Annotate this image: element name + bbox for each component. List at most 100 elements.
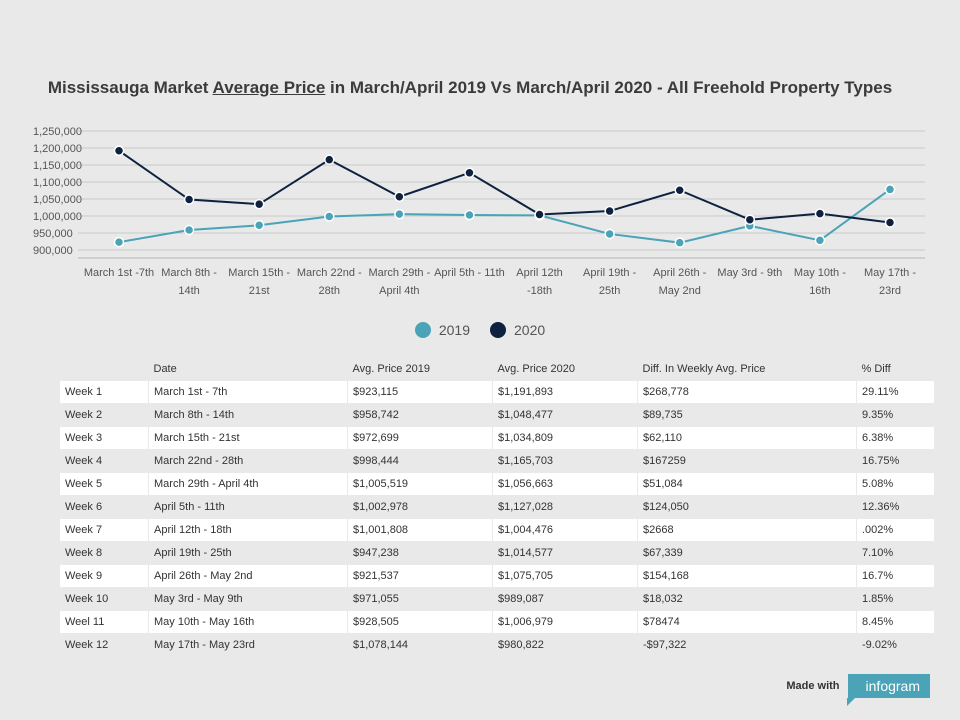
data-point-2019 bbox=[464, 209, 475, 221]
table-cell: $62,110 bbox=[637, 426, 857, 450]
table-cell: $89,735 bbox=[637, 403, 857, 427]
data-point-2019 bbox=[253, 220, 265, 231]
x-tick-label: April 4th bbox=[379, 285, 419, 297]
table-cell: $1,001,808 bbox=[347, 518, 493, 542]
table-cell: $1,005,519 bbox=[347, 472, 493, 496]
legend-item-2019[interactable]: 2019 bbox=[414, 322, 470, 338]
data-point-2020 bbox=[464, 167, 475, 179]
table-cell: Week 4 bbox=[60, 449, 149, 473]
table-cell: 8.45% bbox=[856, 610, 934, 634]
table-cell: March 22nd - 28th bbox=[148, 449, 348, 473]
table-cell: Week 9 bbox=[60, 564, 149, 588]
table-cell: $980,822 bbox=[492, 633, 638, 656]
title-part: in March/April 2019 Vs March/April 2020 … bbox=[325, 78, 893, 97]
table-cell: April 5th - 11th bbox=[148, 495, 348, 519]
table-cell: $67,339 bbox=[637, 541, 857, 565]
table-cell: $971,055 bbox=[347, 587, 493, 611]
table-cell: 5.08% bbox=[856, 472, 934, 496]
table-row: Week 10 May 3rd - May 9th $971,055 $989,087… bbox=[60, 587, 934, 611]
table-cell: 7.10% bbox=[856, 541, 934, 565]
data-point-2019 bbox=[113, 236, 125, 248]
table-cell: $51,084 bbox=[637, 472, 857, 496]
chart-legend: 2019 2020 bbox=[0, 322, 960, 338]
x-tick-label: 21st bbox=[249, 285, 270, 297]
table-cell: Weel 11 bbox=[60, 610, 149, 634]
data-point-2019 bbox=[183, 224, 195, 236]
x-tick-label: -18th bbox=[527, 285, 552, 297]
table-row: Week 8 April 19th - 25th $947,238 $1,014,57… bbox=[60, 541, 934, 565]
table-cell: $928,505 bbox=[347, 610, 493, 634]
x-tick-label: 14th bbox=[178, 285, 199, 297]
table-row: Week 3 March 15th - 21st $972,699 $1,034,80… bbox=[60, 426, 934, 450]
table-cell: Week 8 bbox=[60, 541, 149, 565]
table-cell: 12.36% bbox=[856, 495, 934, 519]
y-tick-label: 900,000 bbox=[33, 245, 73, 257]
x-tick-label: April 5th - 11th bbox=[434, 267, 505, 279]
table-cell: Week 2 bbox=[60, 403, 149, 427]
data-point-2019 bbox=[324, 211, 335, 222]
table-cell: $958,742 bbox=[347, 403, 493, 427]
table-row: Week 7 April 12th - 18th $1,001,808 $1,004,… bbox=[60, 518, 934, 542]
data-point-2020 bbox=[253, 198, 265, 210]
x-tick-label: March 8th - bbox=[161, 267, 217, 279]
table-cell: May 10th - May 16th bbox=[148, 610, 348, 634]
line-chart: 900,000 950,000 1,000,000 1,050,000 1,100,00… bbox=[33, 126, 925, 297]
x-tick-label: May 10th - bbox=[794, 267, 846, 279]
table-cell: $998,444 bbox=[347, 449, 493, 473]
x-tick-label: 23rd bbox=[879, 285, 901, 297]
table-cell: $124,050 bbox=[637, 495, 857, 519]
table-row: Week 9 April 26th - May 2nd $921,537 $1,075… bbox=[60, 564, 934, 588]
table-header-cell: Avg. Price 2020 bbox=[497, 363, 575, 375]
x-tick-label: March 22nd - bbox=[297, 267, 362, 279]
table-cell: $1,048,477 bbox=[492, 403, 638, 427]
y-tick-label: 1,100,000 bbox=[33, 177, 82, 189]
x-tick-label: 16th bbox=[809, 285, 830, 297]
table-cell: 1.85% bbox=[856, 587, 934, 611]
table-header-cell: Date bbox=[153, 363, 177, 375]
table-cell: March 15th - 21st bbox=[148, 426, 348, 450]
table-cell: 16.7% bbox=[856, 564, 934, 588]
legend-label: 2019 bbox=[438, 322, 470, 338]
series-line-2020 bbox=[118, 149, 891, 224]
table-row: Week 6 April 5th - 11th $1,002,978 $1,127,0… bbox=[60, 495, 934, 519]
data-point-2020 bbox=[534, 209, 545, 220]
infogram-badge[interactable]: infogram bbox=[846, 674, 930, 706]
data-point-2020 bbox=[604, 205, 615, 217]
legend-item-2020[interactable]: 2020 bbox=[490, 322, 545, 338]
table-cell: $1,056,663 bbox=[492, 472, 638, 496]
x-tick-label: March 1st -7th bbox=[84, 267, 154, 279]
table-cell: 6.38% bbox=[856, 426, 934, 450]
data-point-2020 bbox=[744, 214, 756, 225]
table-cell: Week 1 bbox=[60, 380, 149, 404]
table-cell: April 19th - 25th bbox=[148, 541, 348, 565]
table-row: Week 5 March 29th - April 4th $1,005,519 $1… bbox=[60, 472, 934, 496]
x-tick-label: 28th bbox=[319, 285, 340, 297]
data-point-2019 bbox=[674, 237, 685, 248]
x-tick-label: May 3rd - 9th bbox=[717, 267, 782, 279]
table-cell: Week 5 bbox=[60, 472, 149, 496]
table-cell: $1,004,476 bbox=[492, 518, 638, 542]
table-cell: 9.35% bbox=[856, 403, 934, 427]
table-cell: $947,238 bbox=[347, 541, 493, 565]
data-point-2020 bbox=[674, 185, 685, 196]
x-tick-label: March 29th - bbox=[368, 267, 430, 279]
table-cell: $989,087 bbox=[492, 587, 638, 611]
table-cell: $1,006,979 bbox=[492, 610, 638, 634]
table-row: Week 4 March 22nd - 28th $998,444 $1,165,70… bbox=[60, 449, 934, 473]
table-cell: April 12th - 18th bbox=[148, 518, 348, 542]
data-point-2019 bbox=[884, 184, 896, 195]
y-tick-label: 1,000,000 bbox=[33, 211, 82, 223]
table-header-cell: Avg. Price 2019 bbox=[352, 363, 430, 375]
data-point-2020 bbox=[183, 194, 195, 205]
table-cell: $1,075,705 bbox=[492, 564, 638, 588]
table-header-cell bbox=[60, 358, 149, 381]
table-cell: $268,778 bbox=[637, 380, 857, 404]
title-part: Mississauga Market bbox=[47, 78, 213, 97]
y-tick-label: 1,150,000 bbox=[33, 160, 82, 172]
table-cell: $154,168 bbox=[637, 564, 857, 588]
chart-title: Mississauga Market Average Price in Marc… bbox=[0, 78, 940, 98]
table-cell: $2668 bbox=[637, 518, 857, 542]
legend-label: 2020 bbox=[514, 322, 546, 338]
table-cell: May 17th - May 23rd bbox=[148, 633, 348, 656]
table-cell: March 1st - 7th bbox=[148, 380, 348, 404]
